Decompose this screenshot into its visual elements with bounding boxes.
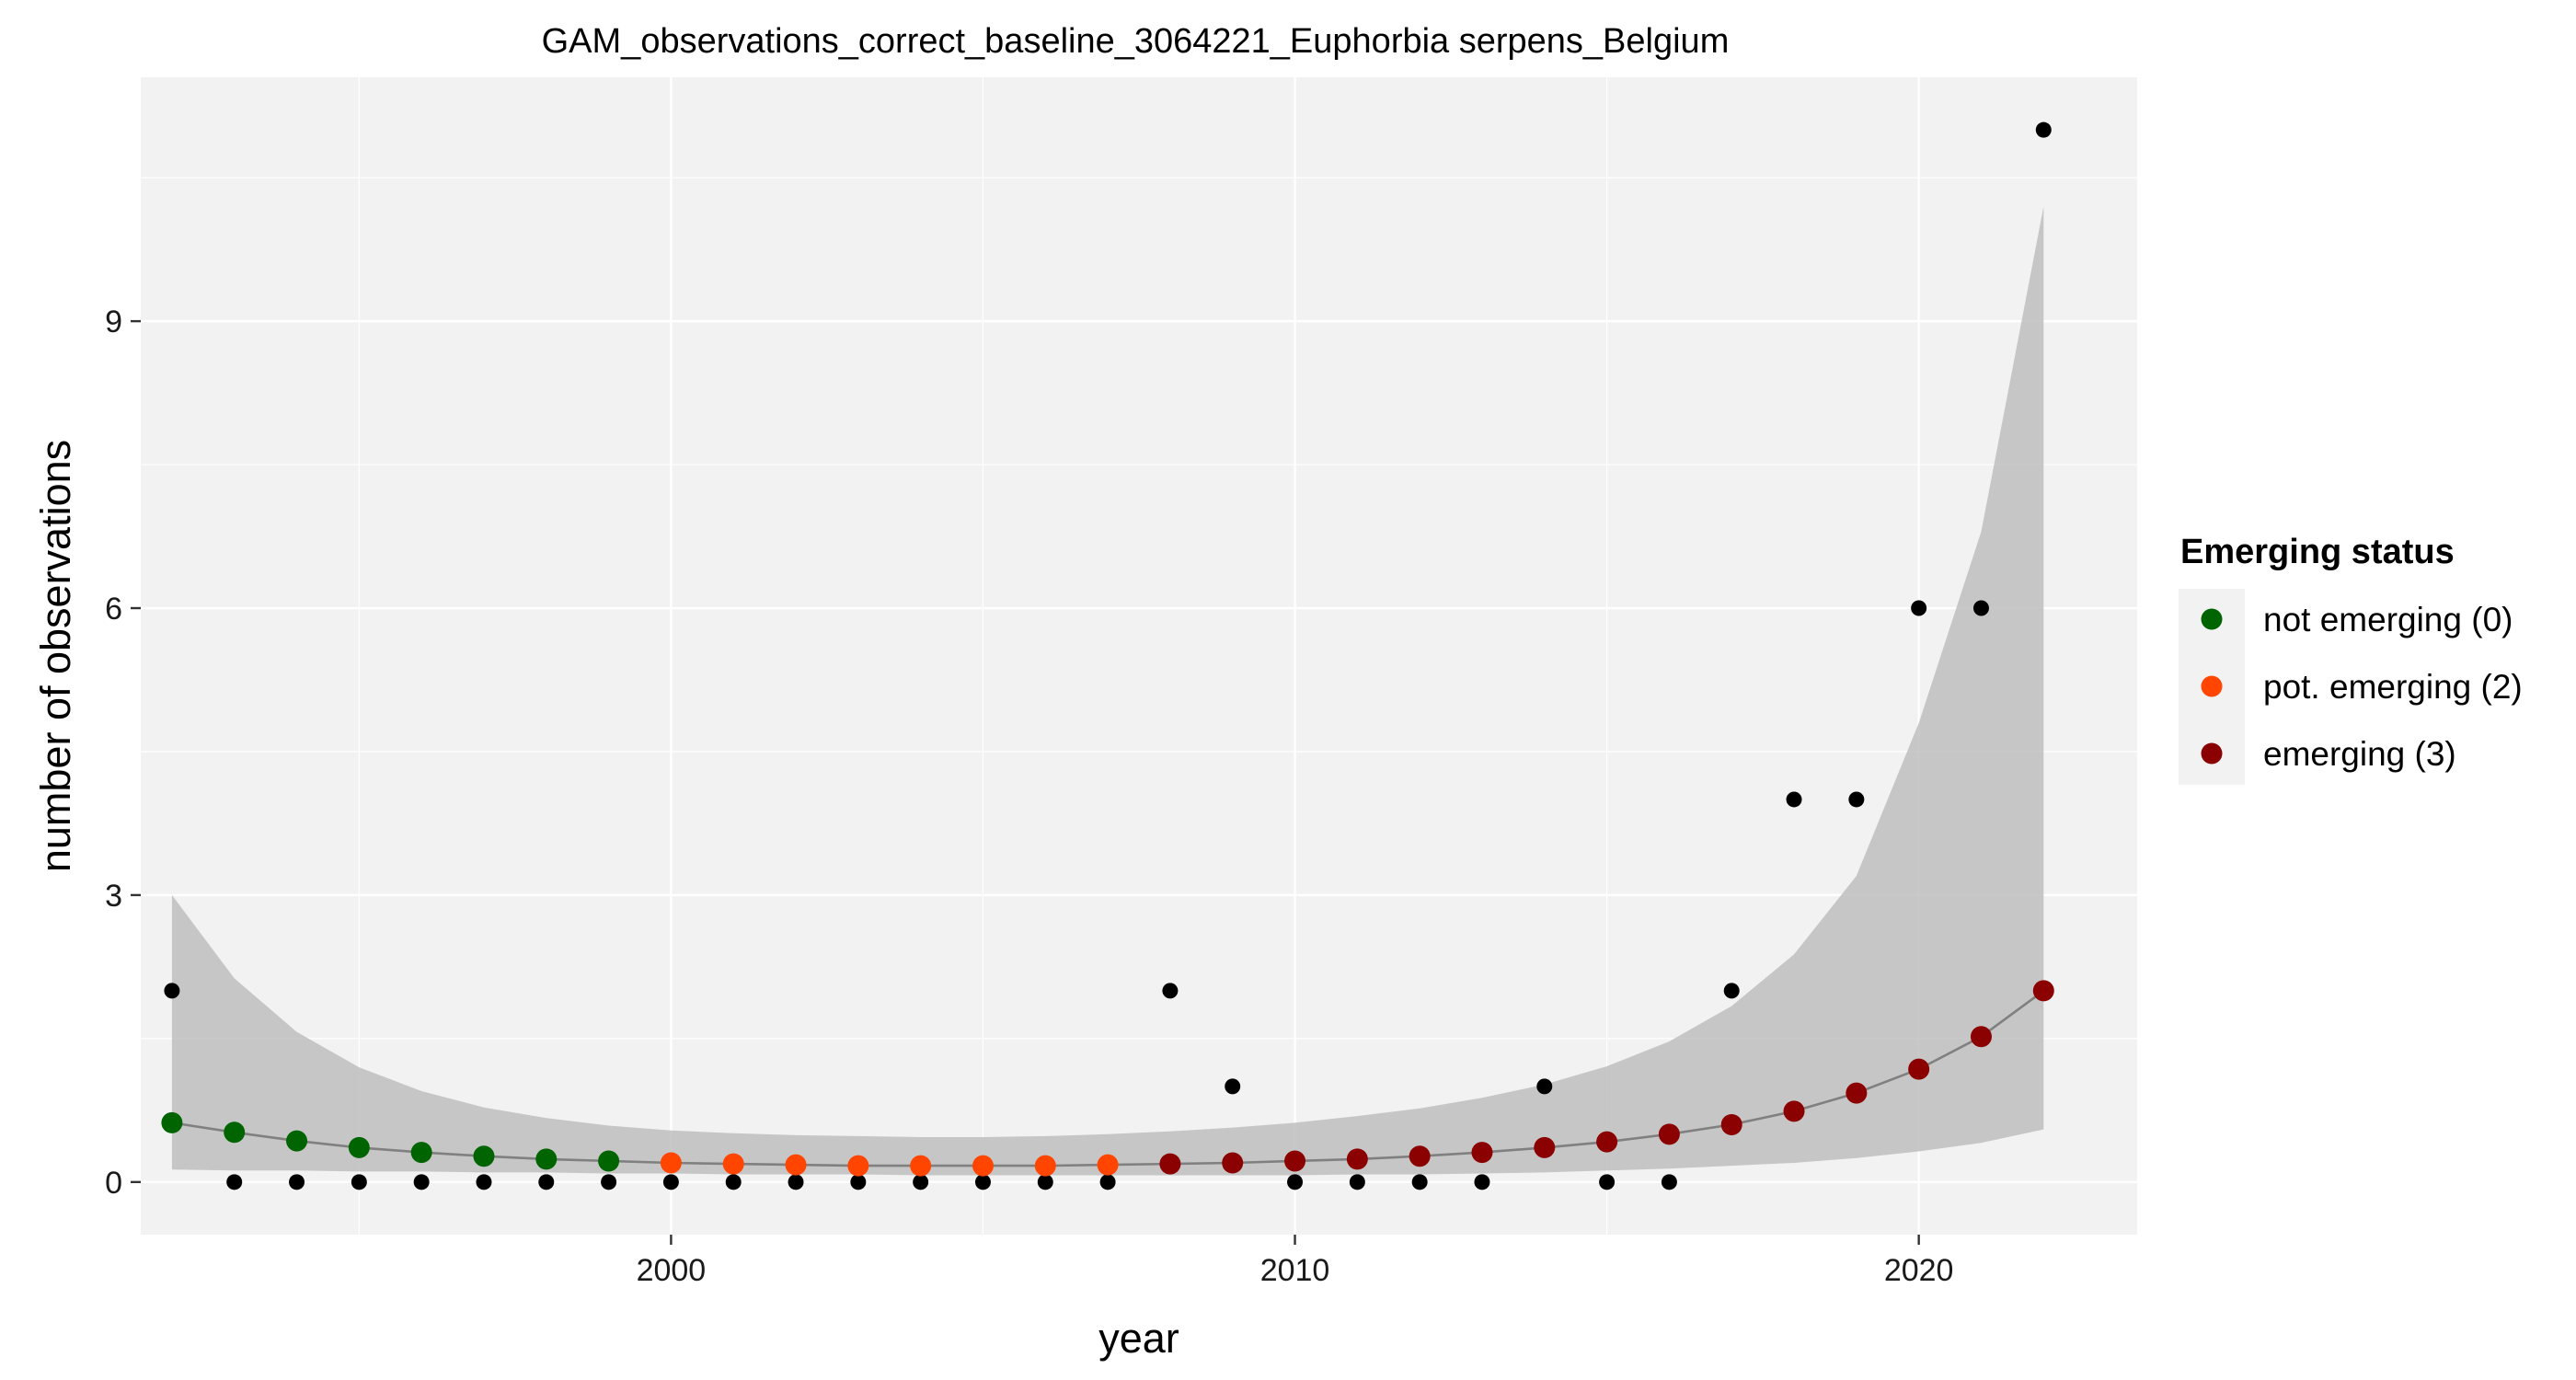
observation-point	[2035, 121, 2052, 138]
fitted-point	[286, 1130, 308, 1152]
y-axis: 0 3 6 9	[105, 305, 141, 1201]
fitted-point	[348, 1136, 370, 1158]
y-axis-title: number of observations	[32, 440, 79, 872]
fitted-point	[1720, 1113, 1742, 1135]
fitted-points-layer	[161, 980, 2054, 1177]
observation-point	[974, 1174, 991, 1190]
fitted-point	[1284, 1150, 1306, 1172]
observation-point	[164, 983, 180, 999]
x-axis: 2000 2010 2020	[637, 1235, 1954, 1288]
observation-point	[1599, 1174, 1616, 1190]
y-tick-label: 0	[105, 1166, 122, 1201]
confidence-ribbon-layer	[171, 206, 2044, 1176]
fitted-point	[473, 1145, 495, 1167]
observation-point	[725, 1174, 742, 1190]
observation-point	[1786, 791, 1802, 808]
fitted-point	[1596, 1131, 1618, 1153]
fitted-point	[1970, 1026, 1992, 1048]
observation-point	[913, 1174, 929, 1190]
observation-point	[1162, 983, 1179, 999]
fitted-point	[972, 1155, 994, 1177]
observation-point	[1723, 983, 1740, 999]
legend-title: Emerging status	[2180, 533, 2455, 571]
observation-point	[413, 1174, 430, 1190]
x-tick-label: 2000	[637, 1253, 707, 1288]
observation-point	[289, 1174, 305, 1190]
x-tick-label: 2020	[1884, 1253, 1954, 1288]
fitted-point	[161, 1111, 183, 1133]
fitted-point	[660, 1152, 682, 1174]
fitted-point	[1658, 1123, 1680, 1145]
fitted-point	[410, 1142, 432, 1164]
fitted-point	[722, 1153, 744, 1175]
y-tick-label: 9	[105, 305, 122, 339]
legend-key	[2201, 675, 2223, 697]
observation-point	[1661, 1174, 1677, 1190]
observation-point	[1287, 1174, 1304, 1190]
observation-point	[1099, 1174, 1116, 1190]
legend-label: not emerging (0)	[2263, 601, 2513, 638]
observation-point	[1972, 600, 1989, 616]
x-tick-label: 2010	[1260, 1253, 1330, 1288]
observation-point	[1911, 600, 1927, 616]
fitted-point	[1159, 1153, 1181, 1175]
fitted-point	[910, 1155, 932, 1177]
fitted-point	[224, 1121, 246, 1144]
fitted-point	[2032, 980, 2054, 1002]
legend-label: pot. emerging (2)	[2263, 668, 2523, 706]
legend-label: emerging (3)	[2263, 735, 2456, 773]
fitted-point	[598, 1150, 620, 1172]
observation-point	[538, 1174, 555, 1190]
observation-point	[226, 1174, 243, 1190]
observation-point	[1225, 1078, 1241, 1095]
observation-point	[850, 1174, 867, 1190]
observation-point	[1349, 1174, 1365, 1190]
legend: Emerging status not emerging (0) pot. eme…	[2179, 533, 2523, 785]
fitted-point	[847, 1155, 869, 1177]
observation-point	[662, 1174, 679, 1190]
observation-point	[601, 1174, 617, 1190]
fitted-point	[1097, 1154, 1119, 1176]
fitted-point	[785, 1154, 807, 1176]
fitted-point	[1034, 1155, 1056, 1177]
observation-point	[351, 1174, 367, 1190]
observation-point	[788, 1174, 804, 1190]
observation-point	[1848, 791, 1865, 808]
legend-key	[2201, 608, 2223, 630]
fitted-point	[1409, 1145, 1431, 1167]
fitted-point	[1534, 1136, 1556, 1158]
observation-points-layer	[164, 121, 2052, 1190]
x-axis-title: year	[1098, 1315, 1179, 1362]
observation-point	[476, 1174, 492, 1190]
fitted-point	[1846, 1082, 1868, 1104]
y-tick-label: 6	[105, 592, 122, 627]
fitted-point	[1908, 1058, 1930, 1080]
legend-key	[2201, 742, 2223, 765]
y-tick-label: 3	[105, 879, 122, 914]
observation-point	[1037, 1174, 1053, 1190]
fitted-point	[1471, 1142, 1493, 1164]
fitted-point	[1222, 1152, 1244, 1174]
chart-title: GAM_observations_correct_baseline_306422…	[542, 22, 1730, 61]
minor-gridlines	[141, 77, 2137, 1235]
observation-point	[1411, 1174, 1428, 1190]
fitted-point	[535, 1148, 558, 1170]
fitted-point	[1783, 1100, 1805, 1122]
observation-point	[1474, 1174, 1490, 1190]
fitted-point	[1346, 1148, 1368, 1170]
observation-point	[1536, 1078, 1553, 1095]
confidence-ribbon	[171, 206, 2044, 1176]
